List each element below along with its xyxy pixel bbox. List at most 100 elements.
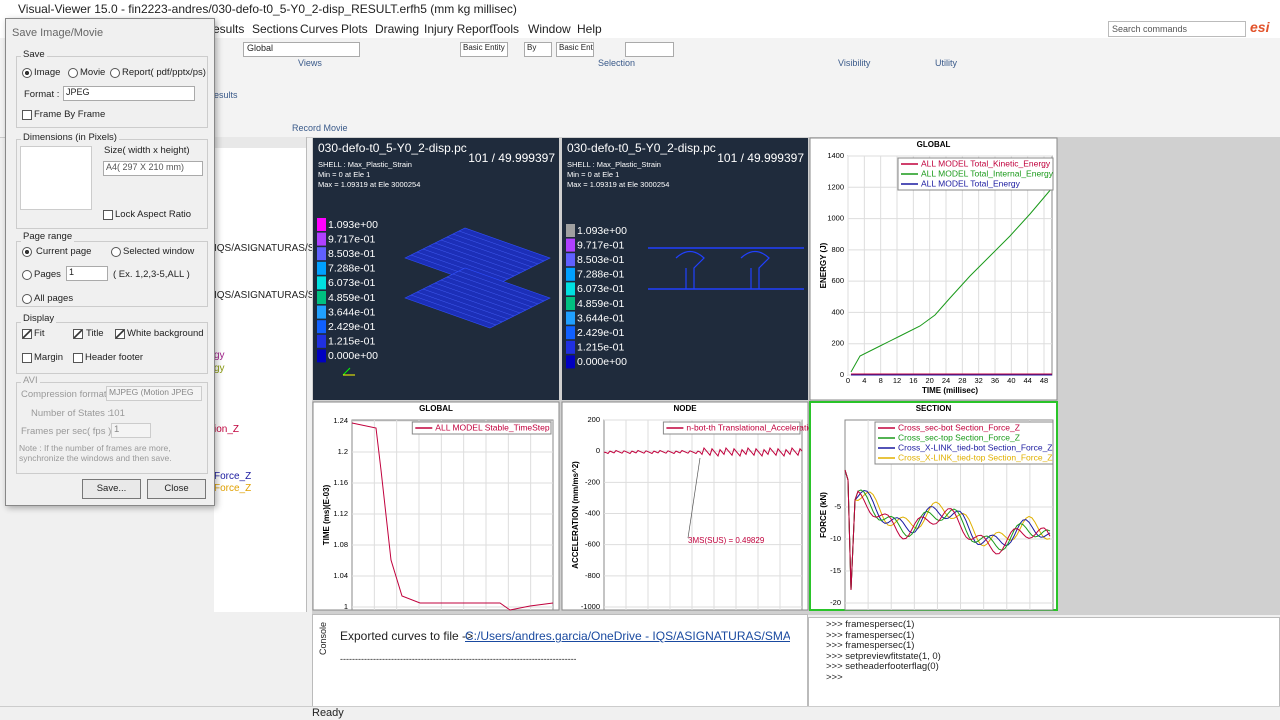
legend-swatch	[317, 276, 326, 290]
radio-label[interactable]: Report( pdf/pptx/ps)	[122, 67, 206, 78]
plot-title: GLOBAL	[419, 404, 453, 413]
curve	[603, 446, 803, 458]
radio-label[interactable]: Image	[34, 67, 61, 78]
view-state: 101 / 49.999397	[717, 151, 804, 165]
checkbox[interactable]	[103, 210, 113, 220]
group-box	[16, 56, 208, 128]
tree-item[interactable]: gy	[214, 363, 225, 374]
compression-select: MJPEG (Motion JPEG	[106, 386, 202, 401]
y-tick-label: 1.04	[333, 571, 348, 580]
console-link[interactable]: C:/Users/andres.garcia/OneDrive - IQS/AS…	[465, 629, 790, 643]
menu-item[interactable]: Plots	[341, 22, 368, 36]
y-tick-label: -600	[585, 540, 600, 549]
view-state: 101 / 49.999397	[468, 151, 555, 165]
radio-label[interactable]: Selected window	[123, 246, 195, 257]
search-box[interactable]: Search commands	[1108, 21, 1246, 37]
mesh-line	[458, 270, 545, 302]
checkbox[interactable]	[22, 110, 32, 120]
y-tick-label: -20	[830, 598, 841, 607]
size-select[interactable]: A4( 297 X 210 mm)	[103, 161, 203, 176]
x-tick-label: 48	[1040, 376, 1048, 385]
radio[interactable]	[22, 68, 32, 78]
check-label[interactable]: Fit	[34, 328, 45, 339]
radio-label[interactable]: Pages	[34, 269, 61, 280]
save-button[interactable]: Save...	[82, 479, 141, 499]
check-label[interactable]: White background	[127, 328, 204, 339]
check-label[interactable]: Frame By Frame	[34, 109, 106, 120]
entity2-select[interactable]: Basic Ent	[556, 42, 594, 57]
tree-item[interactable]: Force_Z	[214, 483, 252, 494]
checkbox[interactable]	[115, 329, 125, 339]
check-label[interactable]: Margin	[34, 352, 64, 363]
menu-item[interactable]: esults	[213, 22, 245, 36]
legend-label: 3.644e-01	[328, 306, 375, 318]
curve	[844, 469, 1051, 591]
legend-swatch	[566, 340, 575, 354]
y-tick-label: 1.24	[333, 416, 348, 425]
y-tick-label: 1.08	[333, 540, 348, 549]
radio[interactable]	[22, 270, 32, 280]
legend-label: 4.859e-01	[328, 292, 375, 304]
check-label[interactable]: Lock Aspect Ratio	[115, 209, 192, 220]
y-tick-label: -400	[585, 508, 600, 517]
command-line: >>> setpreviewfitstate(1, 0)	[826, 650, 941, 662]
format-select[interactable]: JPEG	[63, 86, 195, 101]
y-tick-label: -10	[830, 534, 841, 543]
menu-item[interactable]: Curves	[300, 22, 339, 36]
tree-item[interactable]: Force_Z	[214, 471, 252, 482]
menu-item[interactable]: Window	[528, 22, 571, 36]
console-tab[interactable]: Console	[318, 621, 328, 655]
checkbox[interactable]	[73, 353, 83, 363]
field-value: 101	[109, 408, 125, 419]
y-axis-label: ENERGY (J)	[819, 242, 828, 288]
size-list	[20, 146, 92, 210]
close-button[interactable]: Close	[147, 479, 206, 499]
y-tick-label: 1.2	[338, 447, 348, 456]
radio-label[interactable]: Movie	[80, 67, 106, 78]
checkbox[interactable]	[22, 329, 32, 339]
tree-item[interactable]: IQS/ASIGNATURAS/S	[214, 243, 315, 254]
radio[interactable]	[22, 247, 32, 257]
y-tick-label: 1000	[827, 214, 844, 223]
entity-select[interactable]: Basic Entity	[460, 42, 508, 57]
radio-label[interactable]: All pages	[34, 293, 74, 304]
field-label: Size( width x height)	[104, 145, 190, 156]
field-label: Format :	[24, 89, 60, 100]
y-axis-label: ACCELERATION (mm/ms^2)	[571, 461, 580, 569]
menu-item[interactable]: Help	[577, 22, 602, 36]
checkbox[interactable]	[73, 329, 83, 339]
legend-label: 1.093e+00	[328, 219, 378, 231]
radio[interactable]	[22, 294, 32, 304]
entity-input[interactable]	[625, 42, 674, 57]
tree-item[interactable]: IQS/ASIGNATURAS/S	[214, 290, 315, 301]
menu-item[interactable]: Drawing	[375, 22, 420, 36]
menu-item[interactable]: Sections	[252, 22, 299, 36]
group-label: Dimensions (in Pixels)	[21, 132, 119, 143]
check-label[interactable]: Title	[86, 328, 104, 339]
y-tick-label: 0	[840, 370, 844, 379]
command-line: >>> framespersec(1)	[826, 640, 915, 652]
by-select[interactable]: By	[524, 42, 552, 57]
y-tick-label: 1.16	[333, 478, 348, 487]
menu-item[interactable]: Tools	[491, 22, 520, 36]
radio[interactable]	[110, 68, 120, 78]
check-label[interactable]: Header footer	[85, 352, 144, 363]
toolbar-group-label: Selection	[598, 58, 636, 68]
checkbox[interactable]	[22, 353, 32, 363]
mesh-line	[446, 276, 533, 308]
clip-part	[675, 250, 705, 289]
radio[interactable]	[111, 247, 121, 257]
y-axis-label: FORCE (kN)	[819, 492, 828, 538]
menu-item[interactable]: Injury Report	[424, 22, 493, 36]
axis-y	[342, 367, 351, 376]
tree-item[interactable]: ion_Z	[214, 424, 240, 435]
pages-input[interactable]: 1	[66, 266, 108, 281]
radio-label[interactable]: Current page	[36, 246, 92, 257]
y-axis-label: TIME (ms)(E-03)	[322, 484, 331, 545]
radio[interactable]	[68, 68, 78, 78]
tree-item[interactable]: gy	[214, 350, 225, 361]
legend-swatch	[317, 218, 326, 231]
legend-swatch	[566, 267, 575, 281]
view-select[interactable]: Global	[243, 42, 360, 57]
